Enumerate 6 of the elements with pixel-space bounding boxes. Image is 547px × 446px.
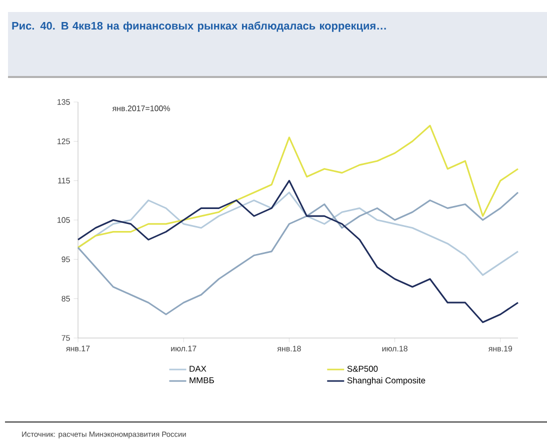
chart-title: Рис. 40. В 4кв18 на финансовых рынках наблюдалась коррекция… (12, 22, 386, 32)
line-series (77, 124, 519, 248)
legend-label: Shanghai Composite (347, 377, 426, 386)
legend-label: ММВБ (190, 377, 214, 384)
legend-label: S&P500 (347, 366, 378, 372)
legend-label: DAX (190, 366, 206, 372)
